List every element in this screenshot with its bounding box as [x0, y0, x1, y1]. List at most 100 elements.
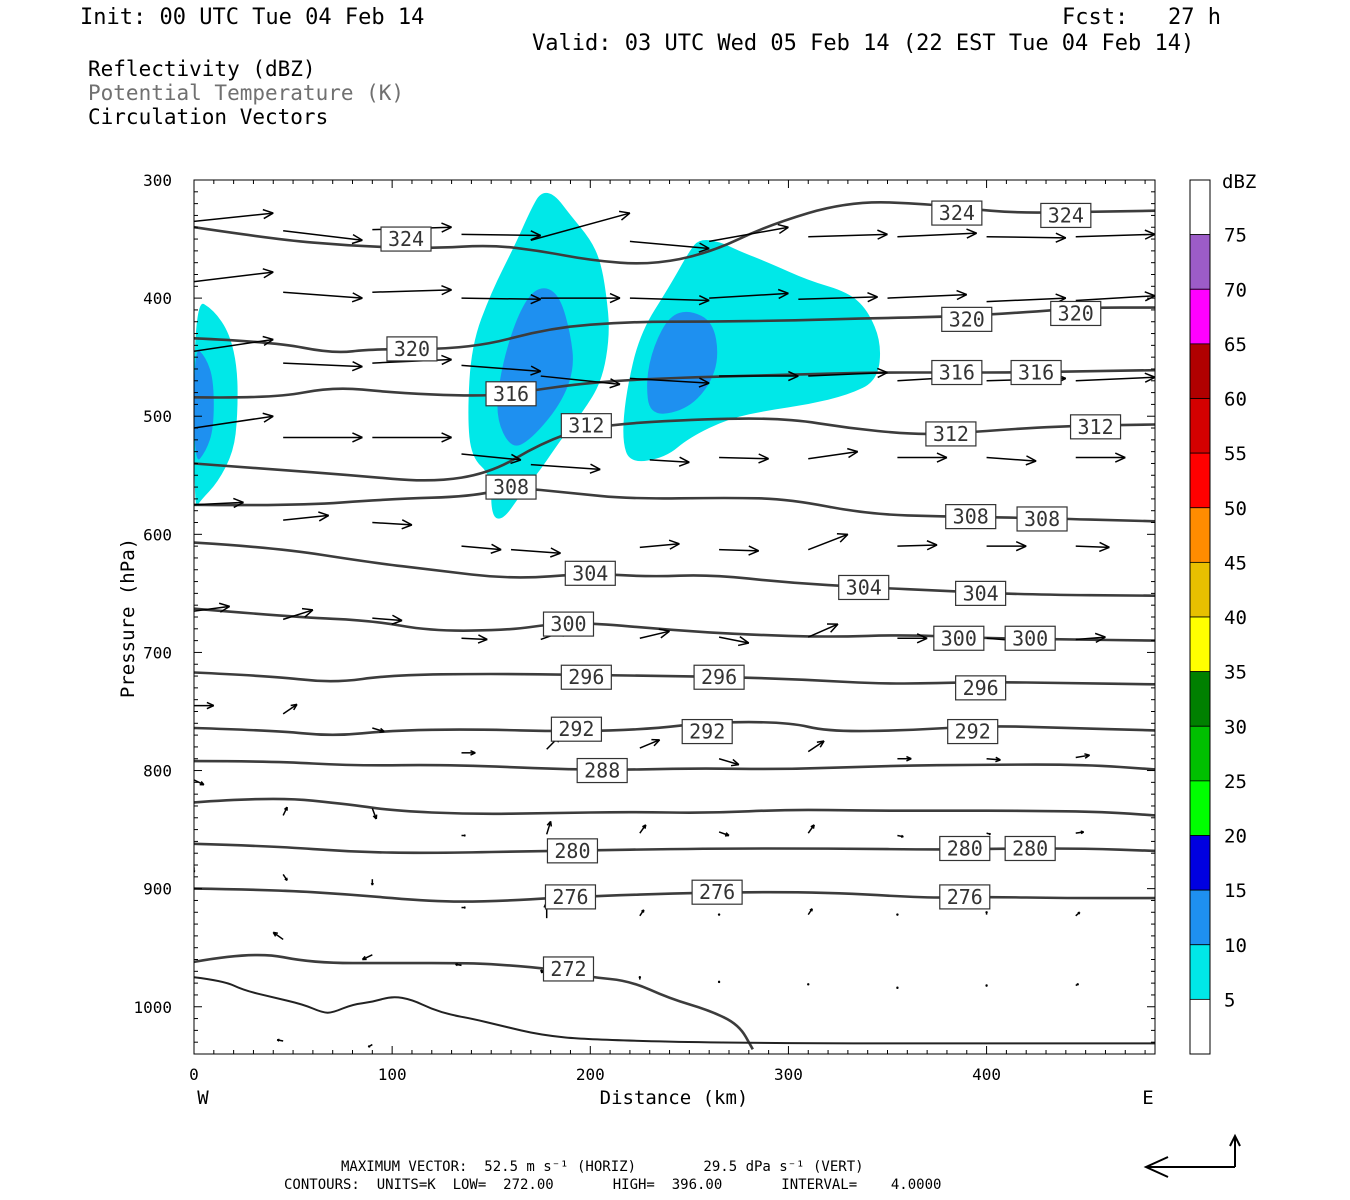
wind-vector-shaft — [639, 739, 660, 749]
wind-vector — [1075, 911, 1081, 917]
wind-vector-dot — [807, 1071, 809, 1073]
contour-label-296: 296 — [693, 664, 745, 690]
contour-label-288: 288 — [576, 757, 628, 784]
wind-vector-shaft — [807, 740, 825, 753]
wind-vector — [639, 738, 661, 749]
wind-vector-head — [1084, 753, 1091, 759]
wind-vector-head — [218, 602, 231, 613]
wind-vector-head — [1144, 372, 1155, 383]
legend-reflectivity: Reflectivity (dBZ) — [88, 57, 316, 81]
contour-label-box — [560, 664, 612, 690]
wind-vector-head — [441, 354, 452, 366]
y-tick-label: 500 — [143, 407, 172, 426]
init-time: Init: 00 UTC Tue 04 Feb 14 — [80, 5, 425, 30]
wind-vector-head — [956, 289, 968, 301]
contour-label-text: 296 — [568, 665, 604, 689]
wind-vector-dot — [1075, 1071, 1077, 1073]
wind-vector-head — [609, 292, 621, 304]
wind-vector — [272, 931, 284, 941]
wind-vector-head — [867, 292, 878, 303]
wind-vector-head — [301, 607, 314, 618]
wind-vector — [718, 758, 740, 767]
contour-label-box — [546, 838, 599, 864]
wind-vector — [194, 602, 231, 613]
wind-vector — [986, 540, 1027, 552]
wind-vector-shaft — [461, 233, 541, 237]
wind-vector-head — [1080, 830, 1085, 835]
contour-label-text: 312 — [1077, 415, 1113, 439]
reflectivity-5dbz-cell-west — [194, 303, 238, 507]
wind-vector-shaft — [540, 375, 621, 386]
wind-vector-head — [758, 453, 769, 464]
legend-circulation-vectors: Circulation Vectors — [88, 105, 329, 129]
contour-label-text: 320 — [949, 307, 985, 331]
contour-label-box — [925, 421, 977, 447]
wind-vector — [719, 370, 799, 382]
colorbar-level-label: 20 — [1224, 826, 1247, 848]
wind-vector-head — [906, 755, 912, 762]
wind-vector — [530, 463, 601, 474]
theta-contour-288 — [194, 759, 1155, 772]
colorbar-frame — [1189, 179, 1211, 1055]
wind-vector — [461, 364, 542, 376]
wind-vector-head — [698, 377, 710, 388]
colorbar-swatch — [1189, 507, 1211, 563]
colorbar-title: dBZ — [1222, 171, 1256, 193]
contour-label-292: 292 — [947, 718, 999, 745]
wind-vector-head — [367, 1045, 371, 1048]
wind-vector — [194, 412, 274, 429]
wind-vector-head — [351, 360, 363, 372]
wind-vector-shaft — [372, 289, 452, 293]
contour-label-300: 300 — [542, 611, 595, 637]
wind-vector-head — [966, 228, 978, 239]
contour-label-324: 324 — [931, 200, 983, 226]
contour-label-box — [693, 664, 745, 690]
wind-vector-head — [777, 288, 789, 300]
contour-label-292: 292 — [681, 718, 733, 745]
wind-vector-shaft — [283, 514, 329, 521]
wind-vector-shaft — [629, 377, 710, 384]
wind-vector — [461, 453, 522, 465]
wind-vector-head — [847, 447, 859, 459]
reference-vector-arrow — [1143, 1133, 1241, 1178]
contour-label-box — [542, 956, 595, 982]
wind-vector-shaft — [897, 544, 938, 547]
contour-label-312: 312 — [560, 413, 612, 439]
wind-vector-head — [441, 284, 452, 296]
wind-vector — [283, 230, 363, 245]
wind-vector — [808, 367, 888, 379]
wind-vector — [639, 909, 645, 917]
wind-vector-shaft — [629, 240, 710, 250]
x-tick-label: 0 — [189, 1065, 199, 1084]
wind-vector — [194, 208, 274, 223]
wind-vector — [372, 432, 452, 443]
wind-vector — [372, 284, 452, 296]
wind-vector — [639, 628, 671, 639]
wind-vector-head — [206, 701, 215, 710]
contour-label-276: 276 — [544, 884, 597, 910]
wind-vector — [897, 452, 948, 463]
wind-vector — [629, 294, 710, 306]
wind-vector-head — [262, 335, 274, 347]
wind-vector-head — [456, 1059, 458, 1061]
wind-vector-head — [546, 820, 553, 827]
wind-vector-shaft — [194, 501, 244, 506]
wind-vector-head — [618, 210, 631, 221]
contour-label-text: 304 — [963, 581, 999, 605]
colorbar-swatch — [1189, 234, 1211, 290]
wind-vector — [194, 701, 215, 710]
theta-contour-272 — [194, 953, 754, 1050]
wind-vector — [986, 832, 992, 836]
wind-vector-head — [988, 832, 992, 836]
contour-label-276: 276 — [939, 884, 991, 910]
wind-vector-shaft — [719, 548, 759, 552]
wind-vector — [985, 984, 988, 987]
wind-vector — [896, 986, 899, 990]
wind-vector-shaft — [808, 450, 858, 460]
wind-vector-head — [836, 532, 849, 543]
wind-vector-dot — [639, 1069, 641, 1071]
contour-label-308: 308 — [945, 504, 997, 530]
wind-vector-dot — [985, 984, 988, 987]
wind-vector-dot — [896, 913, 899, 916]
wind-vector-shaft — [808, 233, 888, 238]
